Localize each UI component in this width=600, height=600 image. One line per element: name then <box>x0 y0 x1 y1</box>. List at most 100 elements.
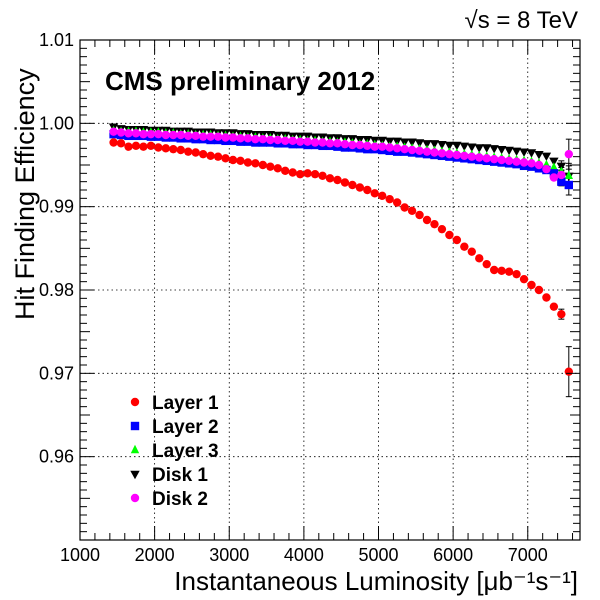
layer-1-point <box>221 154 230 163</box>
layer-1-point <box>236 156 245 166</box>
legend-marker-disk-2 <box>130 493 140 503</box>
layer-1-point <box>355 183 365 192</box>
layer-2-point <box>557 177 566 186</box>
layer-1-point <box>519 274 529 284</box>
layer-1-point <box>482 259 491 269</box>
layer-1-point <box>542 293 551 302</box>
layer-1-point <box>213 152 223 161</box>
disk-2-point <box>564 149 574 159</box>
layer-1-point <box>467 247 476 256</box>
disk-2-point <box>303 137 312 146</box>
layer-1-point <box>549 302 559 311</box>
disk-2-point <box>161 130 171 140</box>
disk-2-point <box>489 154 499 164</box>
disk-2-point <box>385 143 394 152</box>
layer-1-point <box>489 265 499 275</box>
disk-1-point <box>422 140 432 149</box>
disk-2-point <box>348 140 357 150</box>
disk-2-point <box>191 131 200 141</box>
disk-2-point <box>400 144 409 154</box>
disk-2-point <box>281 136 290 146</box>
y-tick-label: 0.99 <box>39 197 74 217</box>
layer-1-point <box>295 169 305 179</box>
y-tick-label: 1.01 <box>39 30 74 50</box>
y-axis-label: Hit Finding Efficiency <box>10 68 40 320</box>
layer-1-point <box>116 139 126 148</box>
layer-1-point <box>407 206 417 216</box>
disk-2-point <box>221 133 230 142</box>
disk-2-point <box>273 135 282 145</box>
layer-1-point <box>266 162 275 171</box>
disk-2-point <box>504 156 514 166</box>
layer-1-point <box>445 230 454 240</box>
layer-1-point <box>184 147 193 156</box>
disk-2-point <box>460 151 469 161</box>
layer-1-point <box>325 174 335 183</box>
layer-1-point <box>415 210 424 220</box>
energy-label: √s = 8 TeV <box>465 7 578 34</box>
legend-label-disk-2: Disk 2 <box>152 489 208 510</box>
layer-2-point <box>564 180 574 190</box>
legend-label-layer-2: Layer 2 <box>152 417 219 438</box>
layer-1-point <box>564 367 574 376</box>
disk-2-point <box>325 139 335 148</box>
x-tick-label: 4000 <box>284 545 324 565</box>
disk-2-point <box>392 144 402 153</box>
disk-2-point <box>243 134 253 143</box>
disk-2-point <box>549 173 559 182</box>
layer-1-point <box>512 269 521 279</box>
layer-1-point <box>400 203 409 212</box>
disk-2-point <box>363 141 372 151</box>
layer-1-point <box>169 144 178 154</box>
disk-2-point <box>378 142 387 151</box>
disk-2-point <box>467 152 476 161</box>
x-tick-label: 5000 <box>358 545 398 565</box>
x-tick-label: 3000 <box>209 545 249 565</box>
disk-2-point <box>534 160 544 170</box>
layer-1-point <box>557 309 566 319</box>
disk-1-point <box>526 149 537 158</box>
layer-3-point <box>549 162 559 171</box>
layer-1-point <box>392 198 402 207</box>
disk-2-point <box>184 131 193 141</box>
disk-2-point <box>213 132 223 141</box>
layer-1-point <box>504 267 514 276</box>
disk-2-point <box>407 145 417 155</box>
layer-1-point <box>251 159 260 168</box>
layer-1-point <box>385 194 394 204</box>
disk-1-point <box>467 143 477 152</box>
disk-1-point <box>549 157 559 167</box>
layer-3-point <box>564 170 574 180</box>
layer-1-point <box>154 143 163 152</box>
x-tick-label: 7000 <box>508 545 548 565</box>
disk-2-point <box>445 149 454 159</box>
disk-1-point <box>489 145 499 154</box>
layer-1-point <box>370 189 379 198</box>
disk-1-point <box>452 141 462 151</box>
layer-1-point <box>273 164 282 173</box>
layer-1-point <box>198 149 208 159</box>
disk-2-point <box>206 132 215 141</box>
layer-1-point <box>318 171 327 181</box>
layer-1-point <box>146 141 156 151</box>
disk-2-point <box>258 134 268 144</box>
disk-2-point <box>370 142 379 151</box>
layer-1-point <box>378 191 387 201</box>
y-tick-label: 0.97 <box>39 363 74 383</box>
axis-ticks <box>79 39 580 540</box>
layer-1-point <box>340 178 350 187</box>
disk-2-point <box>228 133 238 142</box>
disk-1-point <box>437 140 447 150</box>
layer-1-point <box>131 141 141 151</box>
disk-1-point <box>414 139 425 148</box>
disk-1-point <box>474 144 484 153</box>
disk-2-point <box>131 129 141 138</box>
layer-1-point <box>348 180 357 190</box>
layer-1-point <box>333 175 342 185</box>
disk-2-point <box>124 129 133 138</box>
legend-marker-layer-3 <box>130 444 140 454</box>
disk-2-point <box>475 153 484 162</box>
legend: Layer 1 Layer 2 Layer 3 Disk 1 Disk 2 <box>130 393 219 510</box>
